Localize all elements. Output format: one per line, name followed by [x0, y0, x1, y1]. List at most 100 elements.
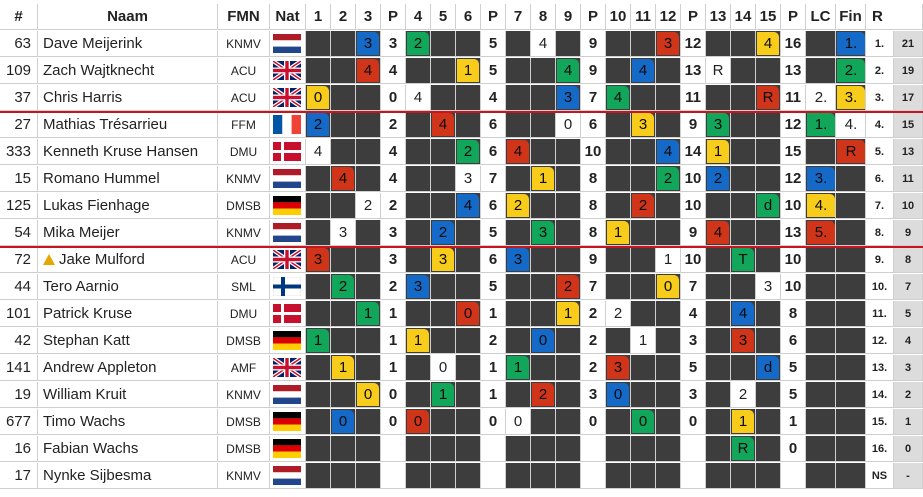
heat-result: 3 — [556, 85, 581, 111]
heat-red-score: 3 — [307, 248, 329, 271]
heat-white-score: 1 — [632, 329, 654, 352]
table-row[interactable]: 42 Stephan Katt DMSB 1 1 1 2 0 2 1 3 3 6 12. 4 — [0, 328, 923, 355]
heat-result: 4 — [431, 112, 456, 138]
heat-green-score: 2 — [407, 32, 429, 55]
heat-empty — [631, 166, 656, 192]
heat-result: 0 — [556, 112, 581, 138]
heat-empty — [531, 463, 556, 489]
heat-empty — [306, 220, 331, 246]
heat-result: 3 — [456, 166, 481, 192]
heat-white-score: R — [707, 59, 729, 82]
heat-empty — [756, 58, 781, 84]
rider-number: 44 — [0, 274, 38, 300]
table-row[interactable]: 63 Dave Meijerink KNMV 3 3 2 5 4 9 3 12 4 16 1. 1. 21 — [0, 31, 923, 58]
table-row[interactable]: 15 Romano Hummel KNMV 4 4 3 7 1 8 2 10 2 12 3. 6. 11 — [0, 166, 923, 193]
table-row[interactable]: 333 Kenneth Kruse Hansen DMU 4 4 2 6 4 10 4 14 1 15 R… — [0, 139, 923, 166]
table-row[interactable]: 677 Timo Wachs DMSB 0 0 0 0 0 0 0 0 1 1 15. 1 — [0, 409, 923, 436]
lcq-result — [806, 409, 836, 435]
heat-empty — [331, 31, 356, 57]
rider-number: 72 — [0, 247, 38, 273]
heat-result: 4 — [606, 85, 631, 111]
heat-empty — [306, 31, 331, 57]
heat-result: 2 — [456, 139, 481, 165]
heat-empty — [706, 409, 731, 435]
federation: AMF — [218, 355, 270, 381]
heat-empty — [306, 463, 331, 489]
heat-empty — [306, 355, 331, 381]
table-row[interactable]: 109 Zach Wajtknecht ACU 4 4 1 5 4 9 4 13 R 13 2. 2. 19 — [0, 58, 923, 85]
heat-result: 4 — [356, 58, 381, 84]
round-points: 4 — [381, 166, 406, 192]
rider-name-text: Stephan Katt — [43, 332, 130, 349]
heat-green-score: 2 — [457, 140, 479, 163]
heat-red-score: R — [757, 86, 779, 109]
heat-result: 1 — [731, 409, 756, 435]
final-result — [836, 436, 866, 462]
final-rank: 16. — [866, 436, 894, 462]
heat-white-score: 1 — [657, 248, 679, 271]
rider-name: Mathias Trésarrieu — [38, 112, 218, 138]
heat-yellow-score: 1 — [607, 221, 629, 244]
final-result — [836, 274, 866, 300]
heat-empty — [506, 382, 531, 408]
header-cell-nat: Nat — [270, 4, 306, 30]
heat-empty — [756, 112, 781, 138]
heat-empty — [356, 274, 381, 300]
heat-empty — [431, 139, 456, 165]
heat-result: 3 — [656, 31, 681, 57]
points-total: 4 — [894, 328, 923, 354]
heat-result: 3 — [606, 355, 631, 381]
round-points: 5 — [781, 355, 806, 381]
heat-empty — [456, 112, 481, 138]
round-points: 12 — [781, 166, 806, 192]
table-row[interactable]: 17 Nynke Sijbesma KNMV NS - — [0, 463, 923, 490]
heat-empty — [556, 436, 581, 462]
lcq-result: 2. — [806, 85, 836, 111]
table-row[interactable]: 19 William Kruit KNMV 0 0 1 1 2 3 0 3 2 5 14. 2 — [0, 382, 923, 409]
header-cell-h7: 7 — [506, 4, 531, 30]
heat-yellow-score: 1 — [557, 302, 579, 325]
table-row[interactable]: 44 Tero Aarnio SML 2 2 3 5 2 7 0 7 3 10 10. 7 — [0, 274, 923, 301]
heat-result: 4 — [406, 85, 431, 111]
table-row[interactable]: 27 Mathias Trésarrieu FFM 2 2 4 6 0 6 3 9 3 12 1. 4. 4.… — [0, 112, 923, 139]
table-row[interactable]: 54 Mika Meijer KNMV 3 3 2 5 3 8 1 9 4 13 5. 8. 9 — [0, 220, 923, 247]
heat-empty — [456, 382, 481, 408]
heat-empty — [556, 409, 581, 435]
heat-empty — [506, 166, 531, 192]
final-rank: 13. — [866, 355, 894, 381]
heat-empty — [531, 436, 556, 462]
heat-result: 1 — [531, 166, 556, 192]
heat-empty — [506, 436, 531, 462]
table-row[interactable]: 125 Lukas Fienhage DMSB 2 2 4 6 2 8 2 10 d 10 4. 7. 10 — [0, 193, 923, 220]
table-row[interactable]: 72 Jake Mulford ACU 3 3 3 6 3 9 1 10 T 10 9. 8 — [0, 247, 923, 274]
heat-empty — [556, 382, 581, 408]
round-points — [481, 436, 506, 462]
heat-yellow-score: 1 — [407, 329, 429, 352]
round-points: 0 — [481, 409, 506, 435]
table-row[interactable]: 141 Andrew Appleton AMF 1 1 0 1 1 2 3 5 d 5 13. 3 — [0, 355, 923, 382]
final-result: 1. — [836, 31, 866, 57]
round-points: 5 — [481, 274, 506, 300]
table-row[interactable]: 101 Patrick Kruse DMU 1 1 0 1 1 2 2 4 4 8 11. 5 — [0, 301, 923, 328]
heat-empty — [506, 463, 531, 489]
round-points: 4 — [681, 301, 706, 327]
round-points: 3 — [681, 382, 706, 408]
heat-empty — [631, 463, 656, 489]
heat-empty — [606, 328, 631, 354]
table-row[interactable]: 37 Chris Harris ACU 0 0 4 4 3 7 4 11 R 11 2. 3. 3. 17 — [0, 85, 923, 112]
heat-empty — [356, 409, 381, 435]
round-points: 9 — [581, 247, 606, 273]
heat-green-score: 1 — [307, 329, 329, 352]
round-points: 4 — [381, 58, 406, 84]
heat-empty — [756, 247, 781, 273]
heat-empty — [406, 463, 431, 489]
lcq-result — [806, 31, 836, 57]
heat-blue-score: 4 — [657, 140, 679, 163]
heat-empty — [506, 31, 531, 57]
heat-white-score: 4 — [307, 140, 329, 163]
table-row[interactable]: 16 Fabian Wachs DMSB R 0 16. 0 — [0, 436, 923, 463]
rider-number: 42 — [0, 328, 38, 354]
heat-empty — [331, 436, 356, 462]
heat-empty — [431, 85, 456, 111]
heat-empty — [356, 328, 381, 354]
